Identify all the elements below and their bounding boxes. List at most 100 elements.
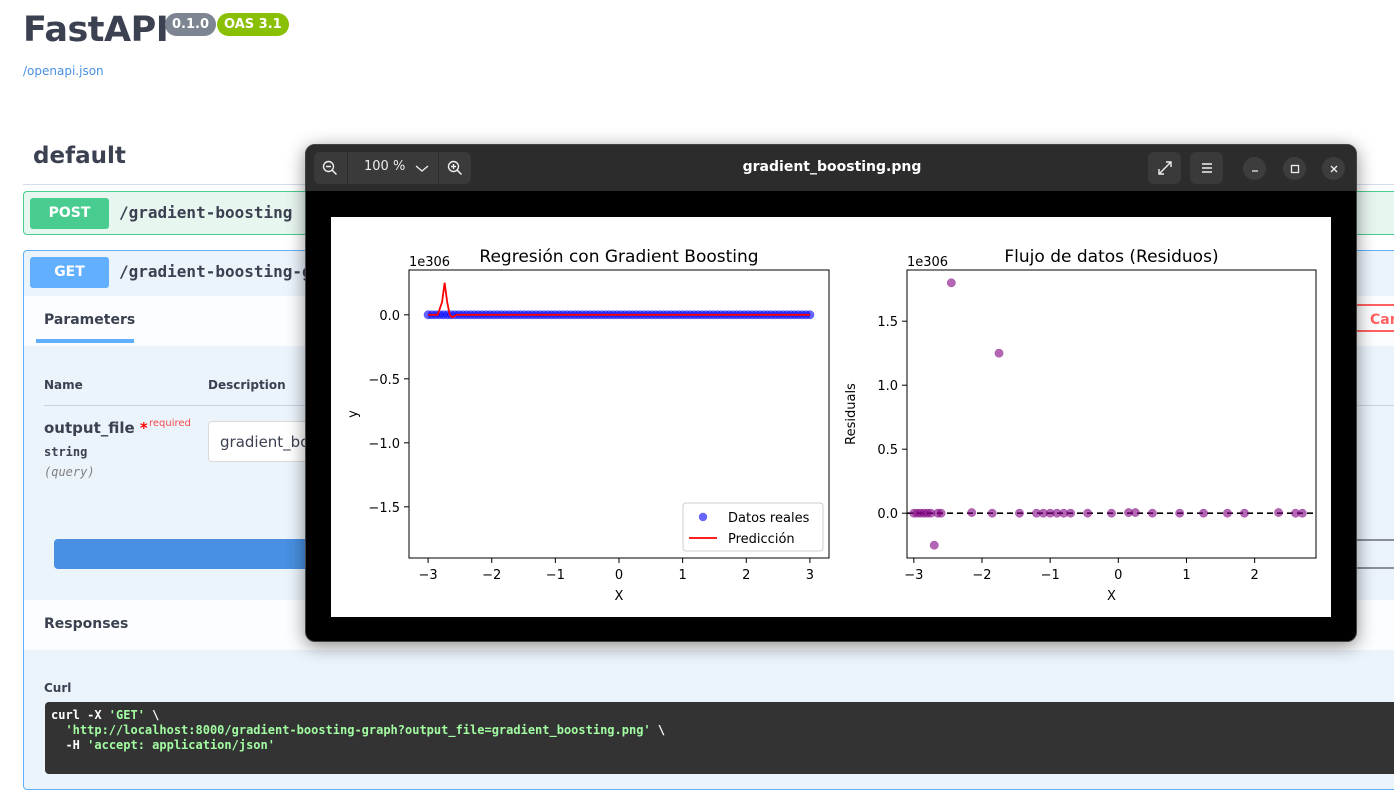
prediction-line [428,282,810,319]
residual-point [1107,508,1116,518]
curl-command[interactable]: curl -X 'GET' \ 'http://localhost:8000/g… [45,702,1394,774]
zoom-out-icon [322,160,338,176]
param-name-text: output_file [44,419,135,437]
required-star: * [139,419,148,437]
plot-area [423,282,815,320]
curl-method: 'GET' [108,708,145,722]
post-path: /gradient-boosting [119,203,293,222]
x-tick-label: 0 [1114,568,1122,583]
y-tick-label: −1.5 [368,501,400,516]
y-tick-label: 0.0 [379,309,400,324]
chart-title: Flujo de datos (Residuos) [1004,247,1218,267]
y-tick-label: 0.0 [877,507,898,522]
oas-badge: OAS 3.1 [217,13,289,36]
param-name: output_file * [44,419,148,437]
legend-marker-real [698,512,708,522]
get-method-badge[interactable]: GET [30,257,109,288]
zoom-separator-left [347,152,348,184]
openapi-link[interactable]: /openapi.json [23,64,104,78]
maximize-icon [1290,164,1299,173]
residual-point [1130,508,1140,518]
zoom-level[interactable]: 100 % [364,159,406,174]
close-button[interactable] [1322,157,1345,180]
plot-area [907,278,1316,550]
window-title: gradient_boosting.png [742,159,922,175]
minimize-icon [1251,169,1258,172]
x-tick-label: 3 [806,568,814,583]
residual-point [1297,508,1307,518]
curl-cmd-1: curl -X [51,708,109,722]
main-menu-button[interactable] [1190,152,1223,184]
tab-parameters[interactable]: Parameters [44,312,136,328]
curl-label: Curl [44,681,72,695]
chart-1: Regresión con Gradient Boosting 1e306 −3 −2… [346,247,830,604]
y-tick-label: 1.0 [877,379,898,394]
residual-point [929,540,939,550]
residual-point [936,508,946,518]
curl-cmd-3: -H [65,738,88,752]
fullscreen-button[interactable] [1148,152,1181,184]
clear-button-edge[interactable] [1354,539,1394,569]
x-axis-label: X [1107,589,1116,604]
y-axis-label: y [346,410,361,418]
column-header-name: Name [44,378,83,392]
x-tick-label: −2 [972,568,991,583]
chevron-down-icon[interactable] [415,164,429,173]
residual-point [946,278,956,288]
y-axis-label: Residuals [844,383,859,445]
zoom-in-icon [447,160,463,176]
maximize-button[interactable] [1283,157,1306,180]
plot-frame [906,269,1317,559]
chart-image: Regresión con Gradient Boosting 1e306 −3 −2… [331,217,1331,617]
x-tick-label: 1 [678,568,686,583]
tab-underline [36,339,134,343]
x-tick-label: 0 [615,568,623,583]
image-viewer-window: 100 % gradient_boosting.png Regresión co… [305,144,1357,642]
y-tick-label: 0.5 [877,443,898,458]
residual-point [1274,508,1283,518]
y-tick-label: −1.0 [368,437,400,452]
fullscreen-icon [1157,161,1172,175]
axis-offset-text: 1e306 [907,255,948,270]
execute-button[interactable] [54,539,354,569]
zoom-out-button[interactable] [314,152,346,184]
x-tick-label: −3 [904,568,923,583]
param-location: (query) [44,465,95,479]
residual-point [1147,508,1157,518]
chart-legend: Datos reales Predicción [682,502,824,552]
zoom-separator-right [438,152,439,184]
column-header-description: Description [208,378,286,392]
zoom-in-button[interactable] [439,152,471,184]
y-tick-label: 1.5 [877,315,898,330]
get-path[interactable]: /gradient-boosting-g [119,262,312,281]
responses-title: Responses [44,616,129,632]
close-icon [1330,165,1337,172]
required-label: required [149,418,191,429]
legend-label-prediction: Predicción [728,532,795,547]
x-tick-label: 2 [742,568,750,583]
viewer-header-bar: 100 % gradient_boosting.png [306,145,1356,191]
chart-title: Regresión con Gradient Boosting [479,247,758,267]
zoom-control: 100 % [314,152,471,184]
residual-point [987,508,997,518]
curl-url: 'http://localhost:8000/gradient-boosting… [65,723,651,737]
minimize-button[interactable] [1243,157,1266,180]
residual-point [1239,508,1249,518]
curl-header: 'accept: application/json' [87,738,275,752]
x-tick-label: 2 [1251,568,1259,583]
legend-box [682,502,824,552]
post-method-badge: POST [30,198,109,229]
residual-point [1222,508,1232,518]
version-badge: 0.1.0 [165,13,217,36]
x-tick-label: −1 [546,568,565,583]
axis-offset-text: 1e306 [409,255,450,270]
residual-point [1015,508,1024,518]
y-tick-label: −0.5 [368,373,400,388]
param-type: string [44,445,88,459]
x-tick-label: −3 [419,568,438,583]
curl-cont-1: \ [144,708,160,722]
section-title[interactable]: default [33,143,126,169]
chart-2: Flujo de datos (Residuos) 1e306 −3 −2 −1 0 1 2 0… [844,247,1317,604]
cancel-button[interactable]: Cancel [1354,304,1394,332]
menu-icon [1201,163,1212,173]
